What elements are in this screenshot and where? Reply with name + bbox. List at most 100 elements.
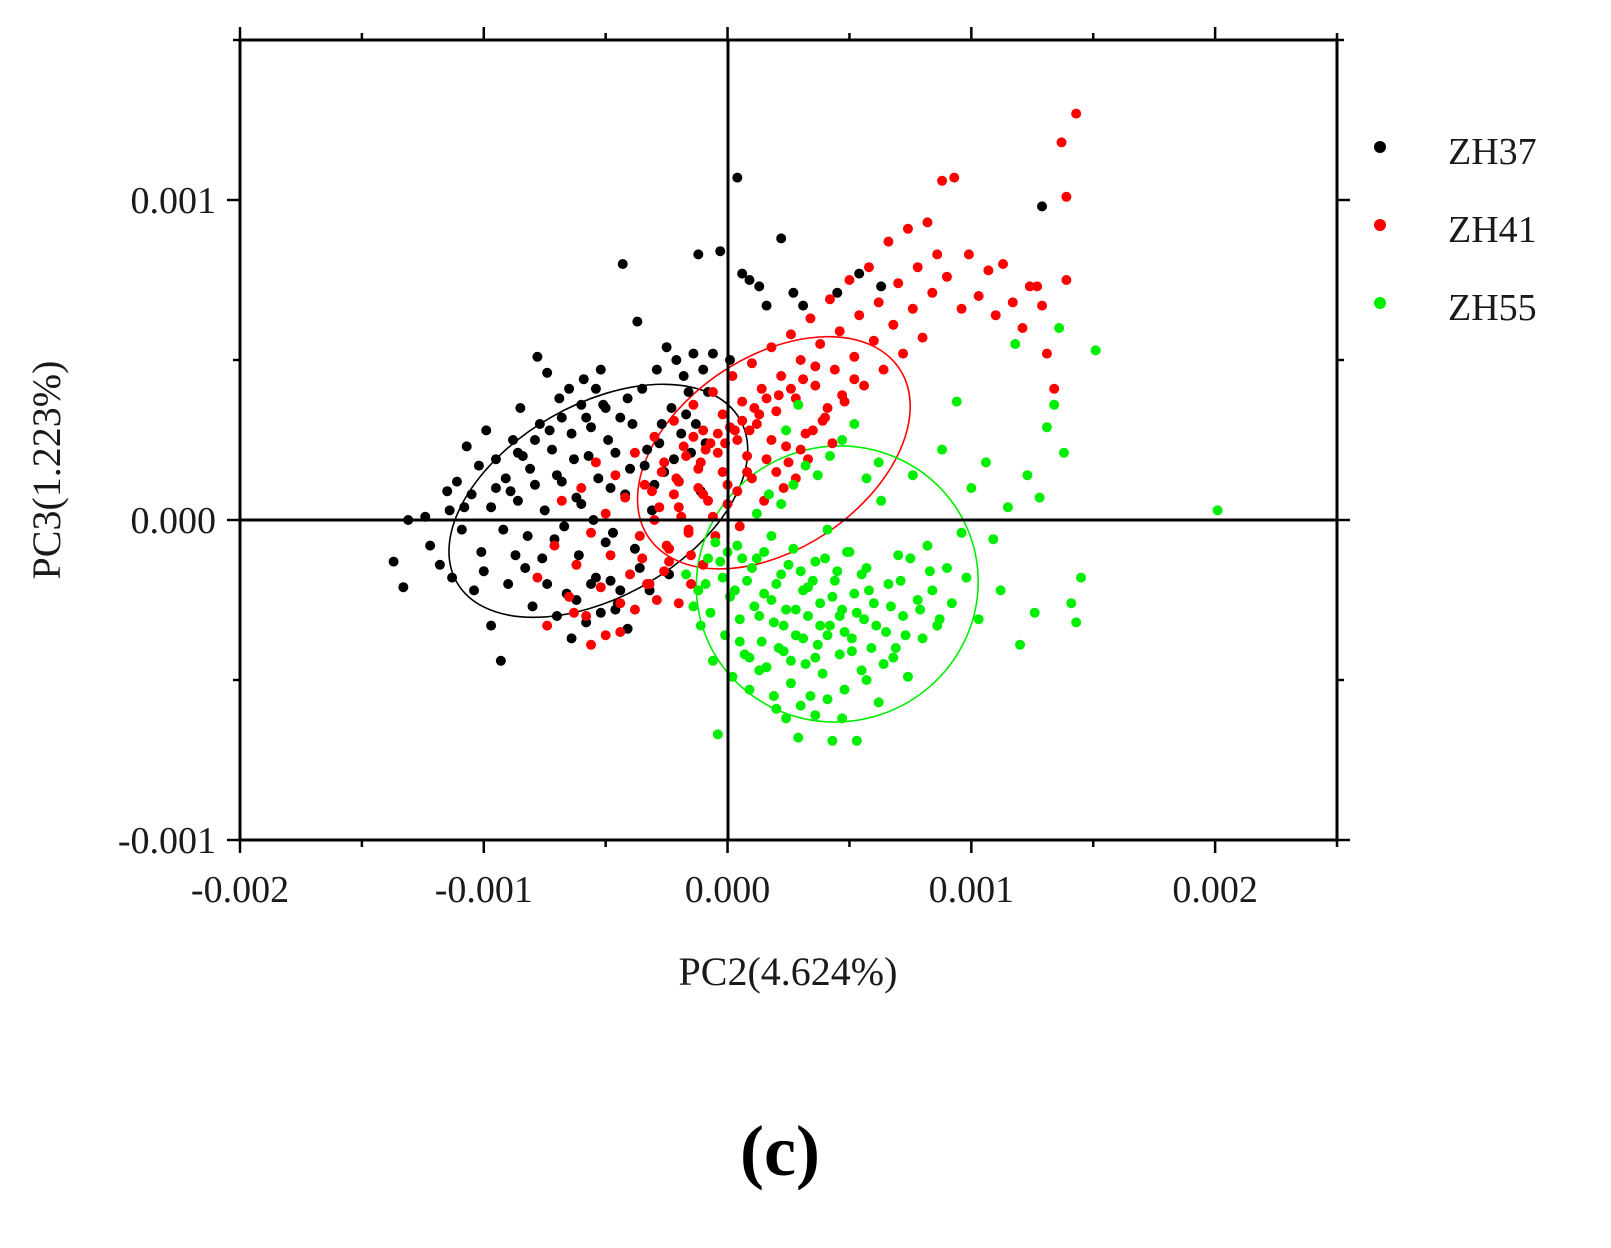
point-zh41 <box>685 579 696 589</box>
legend-marker <box>1374 141 1386 153</box>
point-zh55 <box>851 735 862 746</box>
point-zh55 <box>917 633 928 644</box>
point-zh41 <box>568 607 579 618</box>
point-zh55 <box>851 607 862 618</box>
point-zh41 <box>917 332 928 343</box>
point-zh55 <box>820 553 831 564</box>
point-zh37 <box>398 582 409 593</box>
point-zh55 <box>907 470 918 481</box>
legend-marker <box>1374 219 1386 231</box>
point-zh37 <box>473 460 484 471</box>
point-zh55 <box>781 713 792 724</box>
point-zh37 <box>632 316 643 327</box>
point-zh55 <box>1049 399 1060 410</box>
point-zh41 <box>912 262 923 273</box>
legend-item-zh41: ZH41 <box>1374 209 1537 251</box>
point-zh37 <box>615 585 626 596</box>
point-zh55 <box>1022 470 1033 481</box>
point-zh55 <box>937 444 948 455</box>
point-zh55 <box>815 598 826 609</box>
point-zh55 <box>776 569 787 580</box>
point-zh41 <box>827 438 838 449</box>
legend-label: ZH41 <box>1448 209 1537 251</box>
point-zh41 <box>963 249 974 260</box>
point-zh41 <box>878 364 889 375</box>
point-zh55 <box>822 694 833 705</box>
point-zh41 <box>1017 323 1028 333</box>
point-zh41 <box>829 364 840 375</box>
x-tick-label: 0.000 <box>685 869 771 911</box>
point-zh55 <box>946 598 957 609</box>
point-zh55 <box>834 649 845 660</box>
point-zh55 <box>812 470 823 481</box>
point-zh41 <box>556 495 567 506</box>
point-zh55 <box>941 563 952 573</box>
point-zh55 <box>924 566 935 577</box>
point-zh37 <box>442 486 453 497</box>
point-zh55 <box>795 566 806 577</box>
point-zh41 <box>571 559 582 570</box>
point-zh55 <box>768 617 779 628</box>
point-zh55 <box>783 559 794 570</box>
point-zh55 <box>803 611 814 621</box>
point-zh41 <box>746 473 757 484</box>
point-zh37 <box>490 454 501 465</box>
y-axis-title: PC3(1.223%) <box>24 361 69 580</box>
y-tick-label: 0.000 <box>131 500 217 542</box>
point-zh41 <box>688 431 699 442</box>
point-zh41 <box>756 383 767 394</box>
point-zh55 <box>700 579 711 589</box>
point-zh41 <box>1061 191 1072 202</box>
point-zh41 <box>678 441 689 452</box>
point-zh41 <box>888 319 899 330</box>
point-zh55 <box>849 588 860 599</box>
point-zh41 <box>564 591 575 602</box>
point-zh37 <box>798 300 809 311</box>
point-zh37 <box>466 489 477 500</box>
point-zh55 <box>824 620 835 631</box>
point-zh55 <box>915 604 926 615</box>
point-zh37 <box>551 470 562 481</box>
point-zh41 <box>810 380 821 391</box>
point-zh41 <box>810 361 821 372</box>
point-zh55 <box>885 601 896 612</box>
point-zh55 <box>961 572 972 583</box>
point-zh41 <box>751 419 762 429</box>
panel-label-text: (c) <box>740 1111 820 1191</box>
point-zh37 <box>478 566 489 577</box>
point-zh55 <box>902 671 913 682</box>
point-zh37 <box>512 495 523 506</box>
point-zh37 <box>469 585 480 596</box>
point-zh55 <box>839 627 850 637</box>
point-zh55 <box>871 620 882 631</box>
point-zh55 <box>995 585 1006 596</box>
point-zh55 <box>856 665 867 676</box>
point-zh41 <box>595 582 606 593</box>
point-zh55 <box>905 553 916 564</box>
point-zh37 <box>490 483 501 493</box>
point-zh37 <box>666 403 677 413</box>
point-zh37 <box>683 387 694 397</box>
point-zh41 <box>844 275 855 285</box>
point-zh37 <box>495 655 506 666</box>
point-zh37 <box>586 422 597 433</box>
point-zh55 <box>781 425 792 436</box>
point-zh41 <box>727 371 738 381</box>
point-zh37 <box>651 364 662 375</box>
point-zh41 <box>542 620 553 631</box>
point-zh37 <box>622 393 633 404</box>
point-zh37 <box>573 550 584 561</box>
point-zh55 <box>712 729 723 740</box>
point-zh41 <box>654 502 665 513</box>
point-zh55 <box>788 543 799 554</box>
point-zh37 <box>737 268 748 279</box>
point-zh55 <box>844 547 855 557</box>
point-zh41 <box>766 342 777 353</box>
point-zh41 <box>927 287 938 298</box>
point-zh55 <box>705 607 716 618</box>
point-zh37 <box>551 611 562 621</box>
point-zh55 <box>785 678 796 689</box>
point-zh41 <box>673 598 684 609</box>
point-zh41 <box>724 422 735 433</box>
point-zh37 <box>566 428 577 439</box>
